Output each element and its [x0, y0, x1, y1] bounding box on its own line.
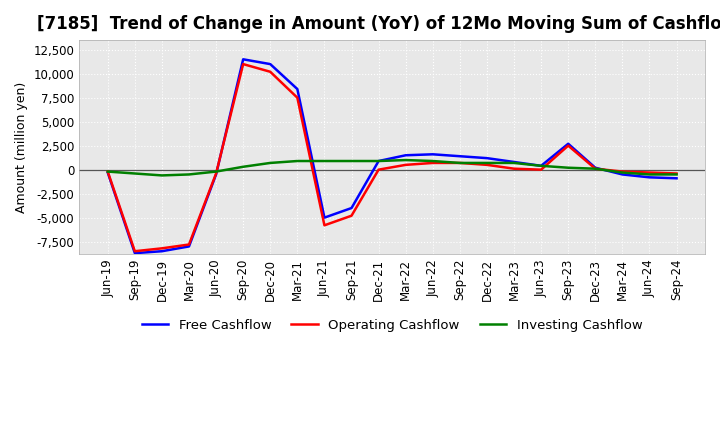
Free Cashflow: [564, 141, 572, 147]
Free Cashflow: [347, 205, 356, 211]
Operating Cashflow: [320, 223, 329, 228]
Free Cashflow: [266, 62, 274, 67]
Operating Cashflow: [158, 246, 166, 251]
Operating Cashflow: [184, 242, 193, 247]
Operating Cashflow: [564, 143, 572, 148]
Legend: Free Cashflow, Operating Cashflow, Investing Cashflow: Free Cashflow, Operating Cashflow, Inves…: [137, 314, 647, 337]
Operating Cashflow: [618, 169, 626, 174]
Operating Cashflow: [347, 213, 356, 218]
Free Cashflow: [104, 170, 112, 175]
Investing Cashflow: [428, 158, 437, 164]
Free Cashflow: [320, 215, 329, 220]
Investing Cashflow: [510, 160, 518, 165]
Investing Cashflow: [104, 169, 112, 174]
Investing Cashflow: [618, 170, 626, 175]
Investing Cashflow: [564, 165, 572, 170]
Operating Cashflow: [482, 162, 491, 168]
Operating Cashflow: [104, 169, 112, 174]
Investing Cashflow: [374, 158, 383, 164]
Investing Cashflow: [645, 172, 654, 177]
Operating Cashflow: [456, 160, 464, 165]
Free Cashflow: [184, 244, 193, 249]
Free Cashflow: [401, 153, 410, 158]
Y-axis label: Amount (million yen): Amount (million yen): [15, 81, 28, 213]
Free Cashflow: [456, 154, 464, 159]
Investing Cashflow: [184, 172, 193, 177]
Investing Cashflow: [672, 172, 681, 177]
Free Cashflow: [645, 175, 654, 180]
Investing Cashflow: [482, 160, 491, 165]
Operating Cashflow: [266, 69, 274, 74]
Free Cashflow: [428, 152, 437, 157]
Free Cashflow: [158, 249, 166, 254]
Investing Cashflow: [158, 173, 166, 178]
Operating Cashflow: [672, 171, 681, 176]
Free Cashflow: [239, 57, 248, 62]
Operating Cashflow: [537, 167, 546, 172]
Investing Cashflow: [591, 166, 600, 171]
Operating Cashflow: [428, 160, 437, 165]
Investing Cashflow: [320, 158, 329, 164]
Investing Cashflow: [401, 158, 410, 163]
Investing Cashflow: [239, 164, 248, 169]
Investing Cashflow: [130, 171, 139, 176]
Line: Free Cashflow: Free Cashflow: [108, 59, 677, 253]
Line: Operating Cashflow: Operating Cashflow: [108, 64, 677, 251]
Investing Cashflow: [456, 160, 464, 165]
Title: [7185]  Trend of Change in Amount (YoY) of 12Mo Moving Sum of Cashflows: [7185] Trend of Change in Amount (YoY) o…: [37, 15, 720, 33]
Free Cashflow: [482, 155, 491, 161]
Free Cashflow: [212, 172, 220, 177]
Free Cashflow: [591, 165, 600, 170]
Operating Cashflow: [374, 167, 383, 172]
Free Cashflow: [293, 86, 302, 92]
Operating Cashflow: [591, 166, 600, 171]
Investing Cashflow: [212, 169, 220, 174]
Line: Investing Cashflow: Investing Cashflow: [108, 160, 677, 176]
Operating Cashflow: [293, 95, 302, 100]
Investing Cashflow: [347, 158, 356, 164]
Operating Cashflow: [130, 249, 139, 254]
Investing Cashflow: [537, 163, 546, 169]
Free Cashflow: [510, 159, 518, 165]
Investing Cashflow: [266, 160, 274, 165]
Operating Cashflow: [401, 162, 410, 168]
Investing Cashflow: [293, 158, 302, 164]
Free Cashflow: [618, 172, 626, 177]
Operating Cashflow: [645, 170, 654, 175]
Free Cashflow: [537, 163, 546, 169]
Operating Cashflow: [510, 166, 518, 171]
Free Cashflow: [130, 250, 139, 256]
Operating Cashflow: [239, 62, 248, 67]
Free Cashflow: [672, 176, 681, 181]
Operating Cashflow: [212, 171, 220, 176]
Free Cashflow: [374, 158, 383, 164]
